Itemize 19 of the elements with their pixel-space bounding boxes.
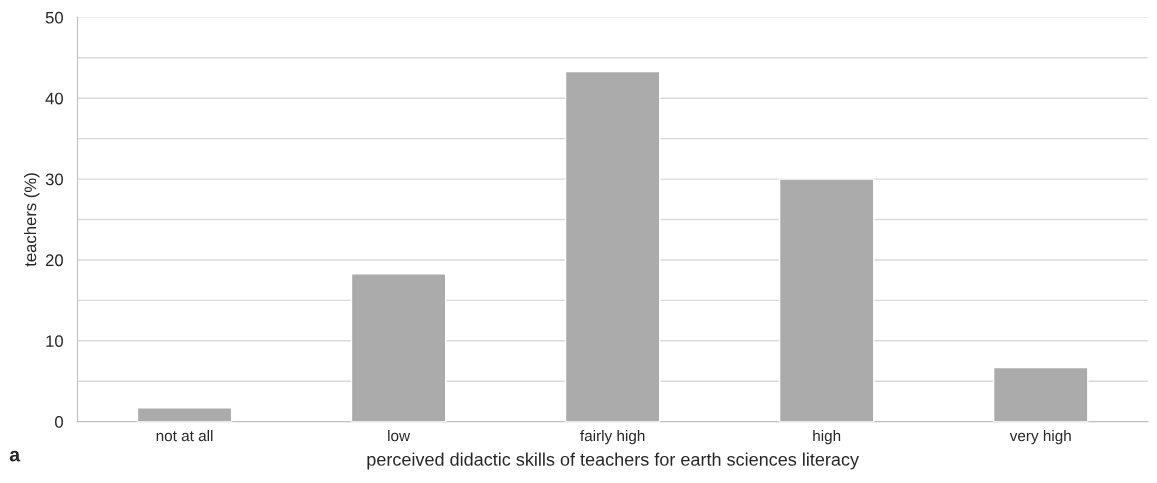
x-tick-label: very high [1009, 429, 1071, 445]
y-tick-label: 20 [45, 254, 63, 267]
x-tick-label: low [388, 429, 411, 442]
y-tick-label: 30 [45, 173, 63, 186]
bar [350, 273, 447, 422]
y-tick-label: 40 [45, 92, 63, 105]
bar [136, 407, 233, 422]
bar [778, 178, 875, 422]
y-tick-label: 10 [46, 335, 63, 348]
y-axis-title: teachers (%) [24, 173, 40, 267]
bar [992, 366, 1089, 422]
x-tick-label: high [813, 429, 841, 445]
text: a [9, 450, 21, 462]
y-tick-label: 50 [45, 11, 63, 24]
bar [564, 70, 661, 422]
x-tick-label: not at all [156, 429, 213, 442]
y-tick-label: 0 [55, 416, 63, 428]
x-tick-label: fairly high [580, 429, 645, 445]
x-axis-title: perceived didactic skills of teachers for earth sciences literacy [367, 452, 859, 470]
